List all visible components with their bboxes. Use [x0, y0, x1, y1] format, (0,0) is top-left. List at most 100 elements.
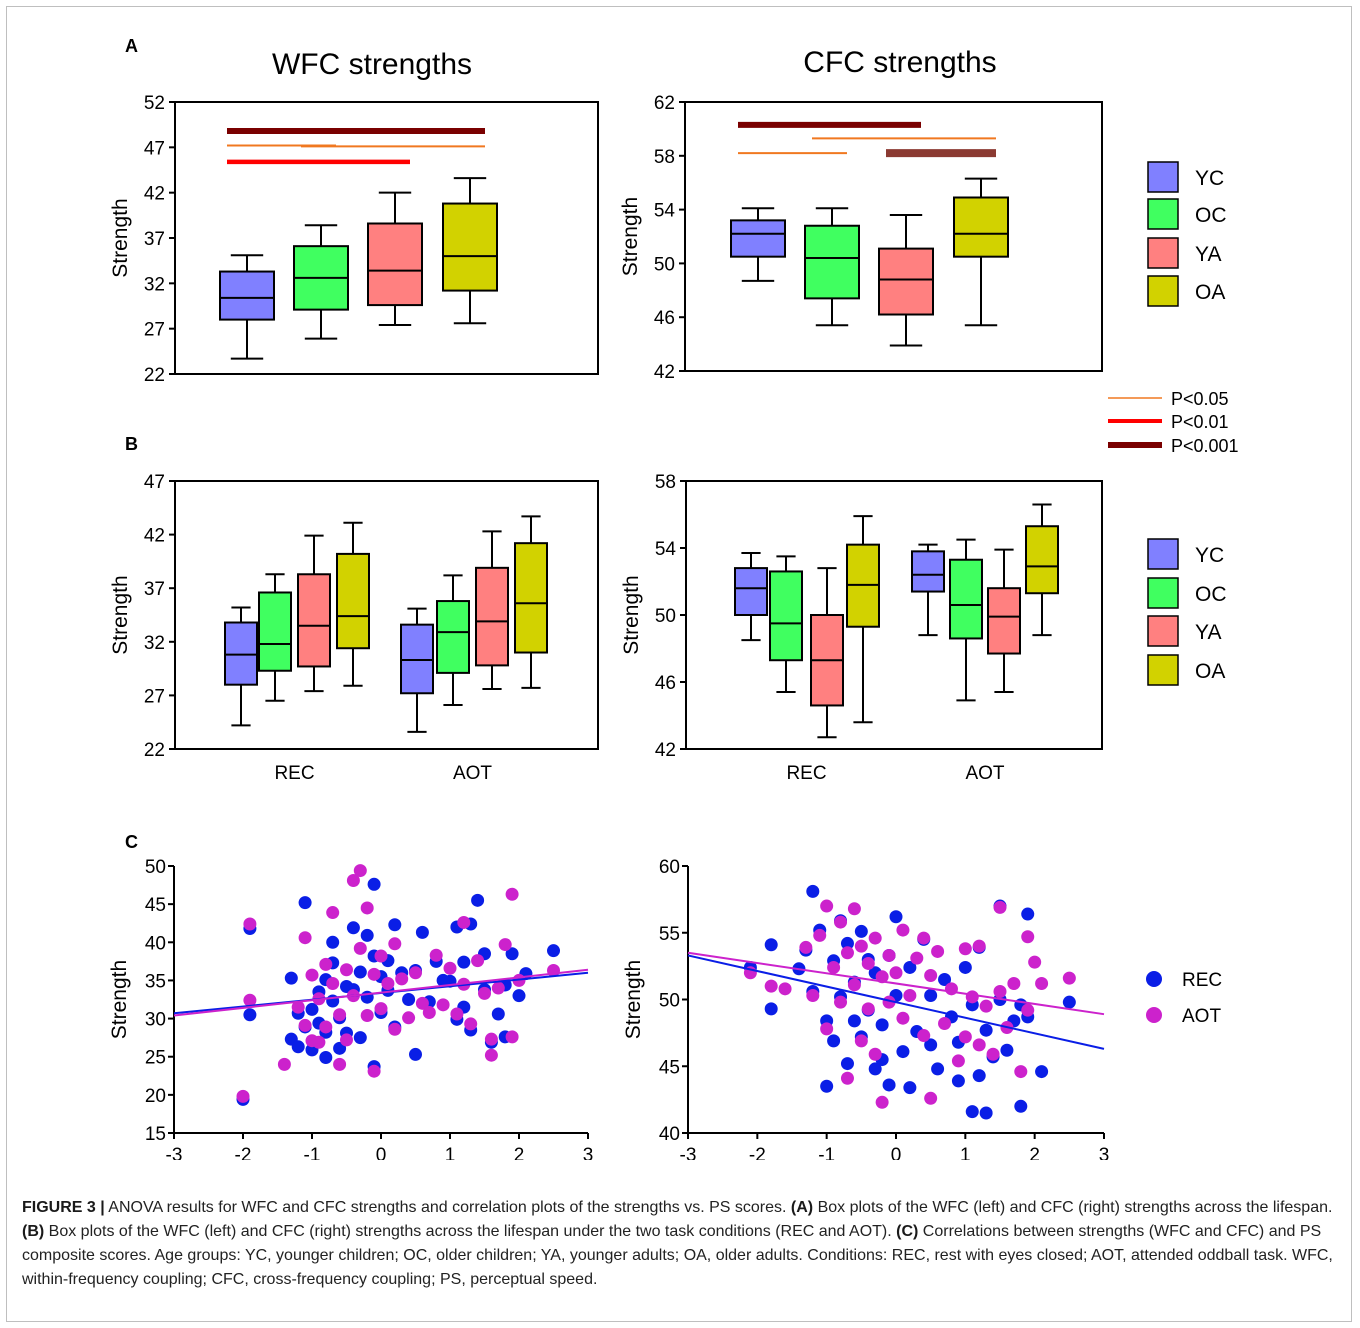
c-right-point-rec — [882, 1078, 896, 1092]
c-right-point-aot — [847, 978, 861, 992]
c-right-point-aot — [813, 928, 827, 942]
chart-a-cfc: 42 46 50 54 58 62 Strength — [619, 93, 1103, 383]
c-left-point-aot — [464, 1017, 478, 1031]
c-right-ytick-label: 50 — [659, 991, 680, 1012]
legend-b-oa-swatch — [1147, 654, 1179, 686]
b-left-aot-oa-box — [514, 542, 548, 654]
c-left-ytick-label: 20 — [145, 1086, 166, 1107]
a-left-ytick-label: 37 — [144, 229, 165, 250]
c-right-point-aot — [820, 899, 834, 913]
caption-label: FIGURE 3 | — [22, 1199, 105, 1216]
c-right-point-aot — [979, 999, 993, 1013]
c-right-point-aot — [938, 1017, 952, 1031]
c-right-fit-line-rec — [687, 954, 1105, 1050]
c-right-point-aot — [1021, 930, 1035, 944]
c-left-point-rec — [409, 1047, 422, 1061]
c-left-point-rec — [402, 993, 416, 1006]
figure-frame — [6, 6, 1352, 1322]
c-left-point-aot — [243, 917, 257, 931]
caption-text-2: Box plots of the WFC (left) and CFC (rig… — [813, 1199, 1333, 1216]
caption-c-tag: (C) — [896, 1223, 919, 1240]
c-left-point-aot — [388, 937, 402, 951]
c-left-xtick-label: 2 — [514, 1145, 525, 1160]
b-left-aot-yc-box — [400, 623, 434, 695]
c-right-point-rec — [972, 1069, 986, 1083]
c-right-point-aot — [972, 939, 986, 953]
caption-text-3: Box plots of the WFC (left) and CFC (rig… — [44, 1223, 897, 1240]
c-right-point-aot — [1028, 955, 1042, 969]
c-right-point-aot — [958, 942, 972, 956]
b-right-ytick-label: 46 — [655, 673, 676, 694]
c-right-point-rec — [958, 960, 972, 974]
c-right-point-aot — [986, 1047, 1000, 1061]
b-left-ytick-label: 32 — [144, 633, 165, 654]
b-right-ylabel: Strength — [620, 575, 643, 654]
c-right-point-aot — [820, 1022, 834, 1036]
c-left-ytick-label: 30 — [145, 1010, 166, 1031]
c-right-point-rec — [889, 910, 903, 924]
a-right-yc-box — [730, 219, 786, 258]
c-left-point-rec — [319, 1050, 333, 1064]
c-right-point-rec — [840, 936, 854, 950]
b-left-aot-oc-box — [436, 600, 470, 674]
caption-a-tag: (A) — [790, 1199, 814, 1216]
c-left-point-aot — [333, 1008, 347, 1022]
b-left-rec-oa-box — [336, 552, 370, 650]
a-right-oa-box — [953, 196, 1009, 258]
c-left-point-rec — [512, 989, 526, 1003]
c-right-point-rec — [875, 1018, 889, 1032]
legend-groups-a: YC OC YA OA — [1147, 161, 1227, 307]
c-right-ytick-label: 60 — [659, 857, 680, 878]
legend-cond-aot-marker — [1146, 1007, 1162, 1023]
c-right-ytick-label: 45 — [659, 1057, 680, 1078]
c-right-point-aot — [993, 984, 1007, 998]
c-left-point-aot — [409, 966, 422, 980]
a-left-ytick-label: 52 — [144, 93, 165, 114]
a-left-ytick-label: 42 — [144, 184, 165, 205]
a-left-ytick-label: 27 — [144, 320, 165, 341]
legend-cond-aot-label: AOT — [1182, 1006, 1221, 1027]
c-left-point-rec — [505, 947, 519, 961]
c-left-xtick-label: 0 — [376, 1145, 387, 1160]
c-right-point-aot — [965, 990, 979, 1004]
b-right-ytick-label: 50 — [655, 606, 676, 627]
c-left-ytick-label: 25 — [145, 1048, 166, 1069]
c-right-point-rec — [924, 988, 938, 1002]
c-left-point-aot — [443, 961, 457, 975]
b-right-aot-oc-box — [949, 558, 983, 640]
b-right-aot-ya-box — [987, 587, 1021, 655]
legend-b-yc-label: YC — [1195, 544, 1224, 567]
a-left-yc-box — [219, 270, 275, 321]
c-left-point-aot — [360, 1009, 374, 1023]
c-right-point-rec — [1062, 995, 1076, 1009]
legend-groups-b: YC OC YA OA — [1147, 538, 1227, 686]
c-left-point-aot — [491, 981, 505, 995]
c-left-point-aot — [353, 941, 367, 955]
caption-b-tag: (B) — [22, 1223, 45, 1240]
c-right-point-aot — [889, 966, 903, 980]
c-left-point-rec — [353, 1031, 367, 1045]
c-right-ylabel: Strength — [622, 960, 645, 1039]
legend-a-yc-swatch — [1147, 161, 1179, 193]
c-right-point-rec — [764, 1002, 778, 1016]
a-left-ya-box — [367, 222, 423, 307]
a-right-ytick-label: 50 — [654, 254, 675, 275]
c-left-point-aot — [340, 1033, 353, 1047]
c-left-point-aot — [395, 972, 409, 986]
a-left-oa-box — [442, 202, 498, 292]
a-left-ytick-label: 32 — [144, 274, 165, 295]
c-right-point-rec — [951, 1074, 965, 1088]
c-right-point-aot — [896, 1011, 910, 1025]
c-right-point-rec — [965, 1105, 979, 1119]
legend-b-oa-label: OA — [1195, 660, 1225, 683]
panel-label-c: C — [125, 832, 138, 852]
b-left-rec-yc-box — [224, 621, 258, 686]
legend-a-oa-label: OA — [1195, 281, 1225, 304]
c-left-point-aot — [484, 1048, 498, 1062]
legend-cond-rec-marker — [1146, 971, 1162, 987]
c-left-point-rec — [346, 921, 360, 935]
b-left-ytick-label: 42 — [144, 526, 165, 547]
panel-label-b: B — [125, 434, 138, 454]
c-right-point-aot — [861, 1002, 875, 1016]
b-left-rec-oc-box — [258, 591, 292, 672]
